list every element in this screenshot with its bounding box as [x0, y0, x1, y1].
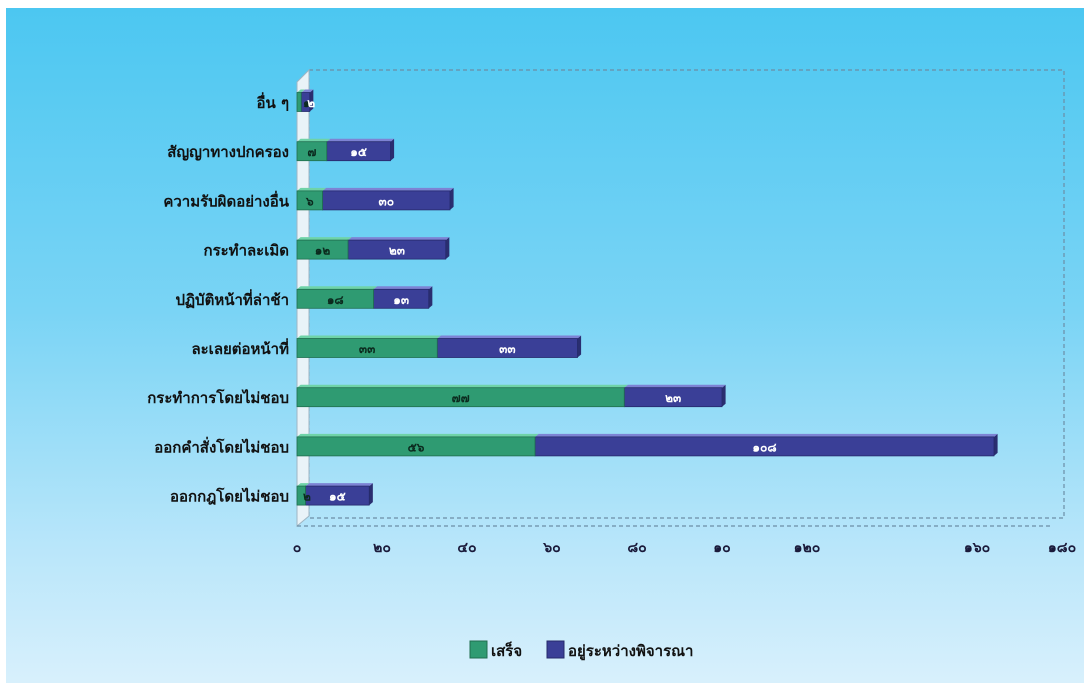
bar-end-face: [309, 89, 314, 112]
data-label-done: ๗: [307, 145, 316, 159]
bar-group: ๓๓ ๓๓: [296, 335, 582, 358]
bar-top-face-pending: [437, 335, 582, 339]
x-tick-label: ๑๘๐: [1048, 540, 1076, 556]
bar-end-face: [994, 433, 998, 456]
x-tick-label: ๑๐: [713, 540, 730, 556]
data-label-done: ๒: [303, 490, 311, 504]
x-axis-ticks: ๐ ๒๐ ๔๐ ๖๐ ๘๐ ๑๐ ๑๒๐ ๑๖๐ ๑๘๐: [293, 540, 1076, 556]
bar-top-face-pending: [373, 286, 433, 290]
x-tick-label: ๖๐: [542, 540, 560, 556]
bar-top-face-pending: [624, 384, 726, 388]
data-label-pending: ๒๓: [389, 244, 405, 258]
bar-group: ๑๒: [296, 89, 315, 112]
data-label-pending: ๑๕: [350, 145, 367, 159]
bar-group: ๑๒ ๒๓: [296, 237, 450, 260]
x-tick-label: ๑๖๐: [964, 540, 990, 556]
legend-label-pending: อยู่ระหว่างพิจารณา: [568, 642, 693, 661]
bar-top-face-done: [297, 89, 305, 93]
bar-top-face-pending: [535, 433, 998, 437]
category-label: กระทำการโดยไม่ชอบ: [147, 388, 289, 407]
bar-group: ๕๖ ๑๐๘: [296, 433, 998, 457]
category-label: อื่น ๆ: [256, 92, 289, 112]
data-label-pending: ๓๐: [378, 194, 394, 208]
category-label: ออกกฎโดยไม่ชอบ: [170, 487, 289, 506]
bar-done: [296, 141, 328, 162]
bar-group: ๖ ๓๐: [296, 187, 454, 211]
bar-end-face: [722, 384, 726, 407]
data-label-pending: ๑๓: [393, 293, 409, 307]
bar-top-face-pending: [301, 89, 314, 93]
bar-done: [296, 338, 438, 358]
bar-top-face-done: [297, 433, 539, 437]
bar-top-face-done: [297, 335, 441, 339]
bar-done: [296, 239, 349, 260]
bar-top-face-done: [297, 187, 327, 191]
data-label-done: ๑๒: [315, 244, 331, 258]
legend: เสร็จ อยู่ระหว่างพิจารณา: [469, 640, 693, 661]
data-label-done: ๑๘: [327, 293, 344, 307]
bar-end-face: [369, 483, 373, 506]
bar-done: [296, 485, 306, 506]
category-label: สัญญาทางปกครอง: [167, 143, 289, 161]
category-label: ออกคำสั่งโดยไม่ชอบ: [154, 436, 289, 456]
bar-end-face: [445, 237, 450, 260]
bar-top-face-pending: [305, 483, 373, 487]
category-label: ละเลยต่อหน้าที่: [191, 338, 289, 358]
category-label: ความรับผิดอย่างอื่น: [163, 190, 289, 210]
data-label-pending: ๒๓: [665, 391, 681, 405]
data-label-pending: ๓๓: [499, 342, 515, 356]
x-tick-label: ๔๐: [457, 540, 476, 556]
x-tick-label: ๑๒๐: [794, 540, 821, 556]
x-tick-label: ๐: [293, 540, 302, 556]
data-label-done: ๑: [303, 96, 311, 110]
bar-done: [296, 387, 625, 408]
bar-done: [296, 288, 374, 309]
bar-end-face: [450, 187, 454, 210]
category-label: ปฏิบัติหน้าที่ล่าช้า: [175, 289, 289, 309]
bar-top-face-done: [297, 138, 331, 142]
bar-done: [296, 436, 536, 457]
x-tick-label: ๒๐: [373, 540, 391, 556]
legend-label-done: เสร็จ: [491, 641, 522, 660]
data-label-done: ๕๖: [408, 440, 425, 454]
legend-swatch-pending: [546, 640, 565, 659]
bar-top-face-pending: [326, 138, 395, 142]
bar-group: ๗ ๑๕: [296, 138, 395, 162]
bar-top-face-done: [297, 286, 378, 290]
bar-end-face: [577, 335, 582, 358]
bar-top-face-pending: [322, 187, 454, 191]
data-label-done: ๓๓: [359, 342, 375, 356]
legend-swatch-done: [469, 640, 488, 659]
bar-done: [296, 92, 302, 112]
bar-group: ๑๘ ๑๓: [296, 286, 433, 309]
data-label-done: ๗๗: [452, 391, 470, 405]
x-tick-label: ๘๐: [627, 540, 646, 556]
bar-end-face: [428, 286, 433, 309]
category-labels: อื่น ๆสัญญาทางปกครองความรับผิดอย่างอื่นก…: [147, 92, 290, 506]
data-label-pending: ๒: [307, 96, 315, 110]
bar-top-face-done: [297, 384, 628, 388]
category-label: กระทำละเมิด: [203, 242, 289, 260]
bar-group: ๒ ๑๕: [296, 483, 373, 506]
data-label-pending: ๑๕: [329, 490, 346, 504]
bar-top-face-done: [297, 237, 352, 241]
bar-done: [296, 190, 323, 211]
bar-top-face-pending: [348, 237, 450, 241]
data-label-done: ๖: [305, 194, 314, 208]
bar-group: ๗๗ ๒๓: [296, 384, 726, 408]
bar-top-face-done: [297, 483, 310, 487]
data-label-pending: ๑๐๘: [752, 440, 776, 454]
bar-end-face: [390, 138, 395, 161]
